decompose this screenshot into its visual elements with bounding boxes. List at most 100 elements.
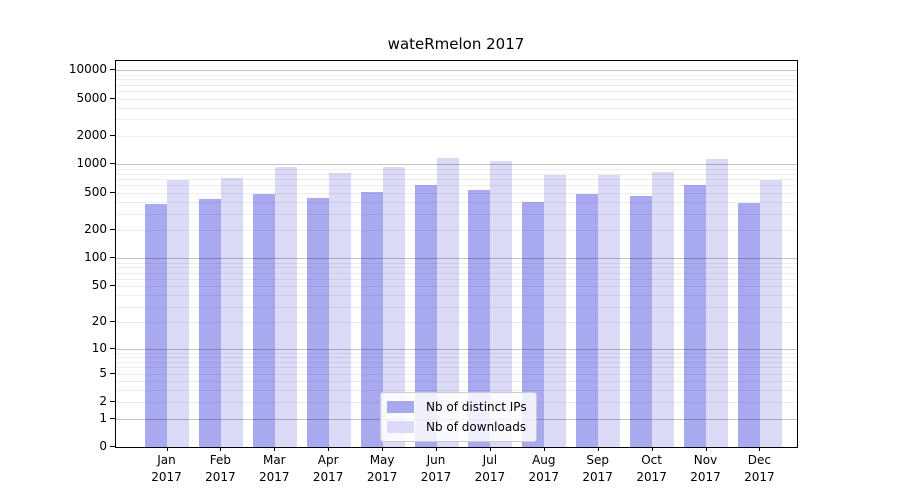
x-axis-tick-label: Jan 2017 — [151, 453, 182, 484]
x-axis-tick-label: Mar 2017 — [259, 453, 290, 484]
y-axis-tick-label: 10 — [91, 340, 107, 355]
legend-label-distinct-ips: Nb of distinct IPs — [426, 400, 527, 414]
y-axis-tick-label: 1000 — [76, 156, 107, 171]
x-axis-tick-mark — [759, 447, 761, 451]
bar-downloads-jan — [167, 179, 189, 447]
x-axis-tick-mark — [651, 447, 653, 451]
bar-distinct-ips-feb — [198, 198, 221, 447]
legend: Nb of distinct IPs Nb of downloads — [380, 392, 537, 442]
bar-downloads-jul — [490, 160, 513, 447]
y-axis-tick-label: 200 — [84, 222, 107, 236]
gridline-minor — [116, 373, 797, 375]
bar-distinct-ips-jul — [468, 190, 491, 447]
y-axis-tick-mark — [110, 229, 115, 230]
gridline-minor — [116, 173, 797, 175]
y-axis-tick-mark — [110, 347, 115, 349]
x-axis-tick-label: Jun 2017 — [420, 453, 452, 484]
bar-distinct-ips-mar — [252, 193, 275, 447]
y-axis-tick-mark — [110, 372, 115, 374]
x-axis-tick-mark — [597, 447, 599, 451]
y-axis-tick-label: 2 — [99, 394, 107, 409]
gridline-minor — [116, 267, 797, 269]
gridline-minor — [116, 262, 797, 264]
x-axis-tick-label: Jul 2017 — [474, 453, 506, 484]
x-axis-tick-label: Nov 2017 — [690, 453, 721, 484]
y-axis-tick-mark — [110, 257, 115, 259]
legend-item-downloads: Nb of downloads — [387, 419, 527, 435]
x-axis-tick-label: Oct 2017 — [636, 453, 667, 484]
bar-downloads-feb — [220, 178, 243, 447]
bar-distinct-ips-jun — [414, 185, 437, 447]
y-axis-tick-mark — [110, 446, 115, 447]
gridline-minor — [116, 306, 797, 308]
y-axis-tick-label: 100 — [84, 250, 107, 265]
y-axis-tick-label: 5000 — [76, 90, 107, 105]
y-axis-tick-mark — [110, 401, 115, 403]
x-axis-tick-mark — [436, 447, 437, 451]
bar-distinct-ips-oct — [630, 196, 653, 447]
x-axis-tick-mark — [382, 447, 384, 451]
gridline-minor — [116, 98, 797, 100]
gridline-minor — [116, 74, 797, 76]
x-axis-tick-label: Feb 2017 — [205, 453, 236, 484]
bar-distinct-ips-nov — [684, 185, 706, 447]
gridline-minor — [116, 390, 797, 392]
gridline-major — [116, 164, 797, 166]
gridline-minor — [116, 352, 797, 354]
y-axis-tick-label: 0 — [99, 439, 107, 453]
gridline-minor — [116, 272, 797, 274]
gridline-minor — [116, 367, 797, 369]
y-axis-tick-mark — [110, 285, 115, 287]
bar-downloads-mar — [274, 167, 297, 447]
gridline-major — [116, 348, 797, 350]
gridline-minor — [116, 136, 797, 137]
gridline-minor — [116, 286, 797, 288]
gridline-minor — [116, 213, 797, 215]
bar-downloads-may — [382, 167, 405, 447]
y-axis-tick-label: 20 — [91, 314, 107, 329]
gridline-minor — [116, 178, 797, 180]
gridline-minor — [116, 91, 797, 93]
bar-downloads-sep — [598, 174, 621, 447]
gridline-minor — [116, 201, 797, 203]
y-axis-tick-label: 10000 — [68, 62, 107, 77]
y-axis-tick-label: 5 — [99, 365, 107, 380]
y-axis-tick-mark — [110, 97, 115, 99]
plot-area — [115, 60, 798, 448]
legend-swatch-distinct-ips — [387, 401, 414, 413]
x-axis-tick-mark — [705, 447, 707, 451]
x-axis-tick-mark — [220, 447, 222, 451]
bar-distinct-ips-dec — [737, 202, 760, 447]
x-axis-tick-label: Apr 2017 — [312, 453, 344, 484]
bar-distinct-ips-apr — [306, 198, 329, 447]
gridline-minor — [116, 185, 797, 187]
gridline-minor — [116, 322, 797, 324]
x-axis-tick-label: Dec 2017 — [744, 453, 775, 484]
y-axis-tick-mark — [110, 163, 115, 165]
gridline-major — [116, 70, 797, 72]
bar-distinct-ips-aug — [522, 202, 545, 447]
legend-label-downloads: Nb of downloads — [426, 420, 527, 434]
gridline-major — [116, 258, 797, 260]
gridline-minor — [116, 230, 797, 231]
chart-title: wateRmelon 2017 — [387, 35, 525, 53]
bar-downloads-jun — [436, 157, 459, 447]
gridline-minor — [116, 168, 797, 170]
y-axis-tick-mark — [110, 321, 115, 323]
bar-downloads-oct — [652, 172, 675, 447]
x-axis-tick-mark — [274, 447, 276, 451]
y-axis-tick-mark — [110, 69, 115, 71]
bar-downloads-dec — [759, 180, 782, 447]
x-axis-tick-label: May 2017 — [366, 453, 398, 484]
bar-distinct-ips-may — [360, 191, 383, 447]
y-axis-tick-label: 1 — [99, 410, 107, 425]
gridline-minor — [116, 295, 797, 297]
gridline-minor — [116, 278, 797, 280]
y-axis-tick-mark — [110, 191, 115, 193]
gridline-minor — [116, 357, 797, 359]
gridline-minor — [116, 119, 797, 121]
x-axis-tick-mark — [166, 447, 168, 451]
gridline-minor — [116, 192, 797, 194]
gridline-minor — [116, 107, 797, 109]
